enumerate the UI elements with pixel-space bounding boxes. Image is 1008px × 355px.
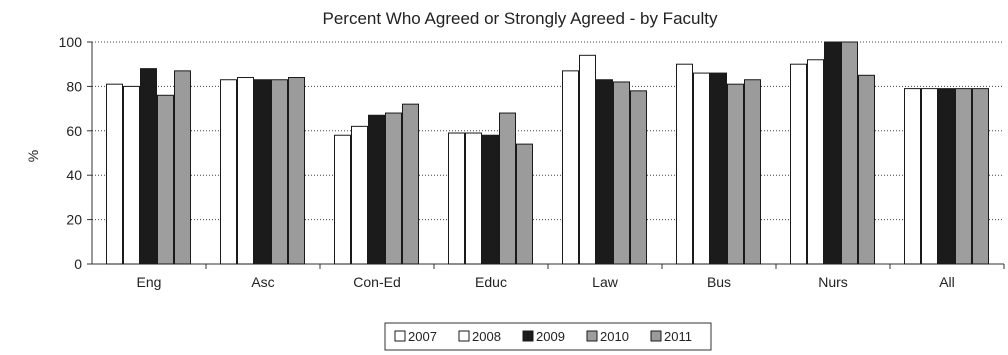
- bar-bus-2010: [727, 83, 744, 265]
- bar-all-2010: [955, 88, 972, 265]
- bar-all-2009: [938, 88, 955, 265]
- bar-law-2011: [630, 90, 647, 265]
- bar-educ-2009: [482, 134, 499, 265]
- bar-con-ed-2007: [334, 134, 351, 265]
- bar-educ-2010: [499, 112, 516, 265]
- bar-educ-2008: [465, 132, 482, 265]
- bar-bus-2008: [693, 72, 710, 265]
- legend-item-2007: 2007: [394, 329, 437, 344]
- legend-item-2010: 2010: [586, 329, 629, 344]
- x-tick-label: Asc: [251, 274, 274, 290]
- bar-asc-2008: [237, 77, 254, 265]
- bar-law-2007: [562, 70, 579, 265]
- bar-con-ed-2011: [402, 103, 419, 265]
- bar-asc-2007: [220, 79, 237, 265]
- bar-law-2010: [613, 81, 630, 265]
- legend-swatch: [458, 330, 470, 342]
- x-tick-label: Educ: [475, 274, 507, 290]
- x-tick-label: Law: [592, 274, 619, 290]
- bar-law-2009: [596, 79, 613, 265]
- bar-nurs-2009: [824, 41, 841, 265]
- legend-item-2008: 2008: [458, 329, 501, 344]
- bar-con-ed-2008: [351, 125, 368, 265]
- bar-nurs-2007: [790, 63, 807, 265]
- y-tick-label: 20: [66, 212, 82, 228]
- legend: 2007 2008 2009 2010 2011: [384, 322, 712, 351]
- legend-swatch: [650, 330, 662, 342]
- legend-label: 2009: [536, 329, 565, 344]
- bar-eng-2009: [140, 68, 157, 265]
- bar-nurs-2010: [841, 41, 858, 265]
- bar-nurs-2008: [807, 59, 824, 265]
- bar-con-ed-2009: [368, 114, 385, 265]
- labels-layer: 0 20 40 60 80 100 Eng Asc Con-Ed Educ Law Bus Nurs Al…: [59, 34, 955, 290]
- bar-bus-2009: [710, 72, 727, 265]
- x-tick-label: Con-Ed: [353, 274, 400, 290]
- x-tick-label: Nurs: [818, 274, 848, 290]
- bar-educ-2007: [448, 132, 465, 265]
- bar-eng-2008: [123, 85, 140, 265]
- legend-swatch: [394, 330, 406, 342]
- legend-item-2011: 2011: [650, 329, 692, 344]
- bar-law-2008: [579, 54, 596, 265]
- legend-item-2009: 2009: [522, 329, 565, 344]
- legend-swatch: [586, 330, 598, 342]
- bar-bus-2011: [744, 79, 761, 265]
- bar-all-2011: [972, 88, 989, 265]
- bar-asc-2010: [271, 79, 288, 265]
- chart-title: Percent Who Agreed or Strongly Agreed - …: [323, 9, 718, 28]
- legend-swatch: [522, 330, 534, 342]
- y-tick-label: 60: [66, 123, 82, 139]
- bar-eng-2011: [174, 70, 191, 265]
- bar-asc-2011: [288, 77, 305, 265]
- x-tick-label: Bus: [707, 274, 731, 290]
- legend-label: 2011: [664, 329, 692, 344]
- bar-eng-2007: [106, 83, 123, 265]
- bar-nurs-2011: [858, 74, 875, 265]
- bar-asc-2009: [254, 79, 271, 265]
- bar-all-2007: [904, 88, 921, 265]
- y-tick-label: 100: [59, 34, 83, 50]
- bar-bus-2007: [676, 63, 693, 265]
- y-axis-title: %: [25, 150, 41, 162]
- y-tick-label: 0: [74, 256, 82, 272]
- x-tick-label: Eng: [137, 274, 162, 290]
- legend-label: 2007: [408, 329, 437, 344]
- bar-eng-2010: [157, 94, 174, 265]
- x-tick-label: All: [939, 274, 955, 290]
- bar-all-2008: [921, 88, 938, 265]
- bars-layer: [106, 41, 989, 265]
- y-tick-label: 40: [66, 167, 82, 183]
- legend-label: 2010: [600, 329, 629, 344]
- y-tick-label: 80: [66, 78, 82, 94]
- bar-con-ed-2010: [385, 112, 402, 265]
- bar-educ-2011: [516, 143, 533, 265]
- legend-label: 2008: [472, 329, 501, 344]
